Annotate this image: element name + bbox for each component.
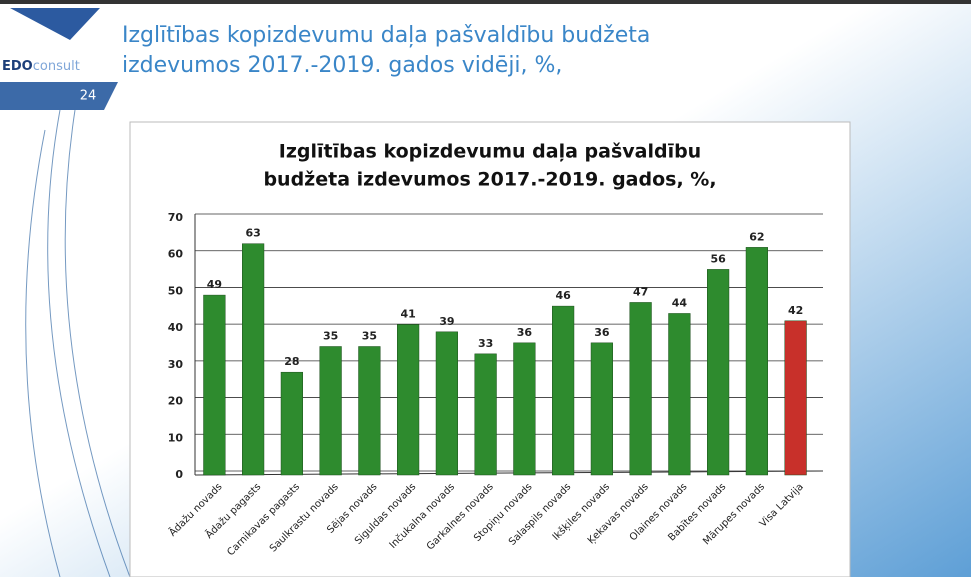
value-label: 39	[439, 315, 454, 328]
value-label: 49	[207, 278, 222, 291]
bar	[513, 342, 536, 476]
bar	[552, 305, 575, 476]
logo-bold: EDO	[2, 59, 33, 74]
bar	[435, 331, 458, 476]
value-label: 46	[555, 289, 571, 302]
value-label: 56	[710, 252, 726, 265]
y-tick-label: 30	[168, 358, 184, 371]
bar	[784, 320, 807, 476]
value-label: 42	[788, 304, 803, 317]
logo: EDOconsult	[2, 59, 80, 74]
bar	[319, 346, 342, 476]
page-number: 24	[80, 89, 97, 104]
bar	[203, 294, 226, 476]
value-label: 28	[284, 355, 299, 368]
logo-light: consult	[33, 59, 80, 74]
value-label: 62	[749, 230, 764, 243]
bar	[280, 371, 303, 476]
bar	[397, 324, 420, 476]
chart-title: Izglītības kopizdevumu daļa pašvaldību	[279, 141, 701, 163]
value-label: 63	[245, 227, 260, 240]
page-tab	[0, 82, 118, 110]
value-label: 47	[633, 285, 648, 298]
bar	[629, 302, 652, 476]
value-label: 35	[323, 330, 338, 343]
value-label: 44	[672, 296, 688, 309]
slide-title: izdevumos 2017.-2019. gados vidēji, %,	[122, 53, 562, 78]
y-tick-label: 0	[175, 468, 183, 481]
y-tick-label: 10	[168, 431, 184, 444]
value-label: 35	[362, 330, 377, 343]
y-tick-label: 40	[168, 321, 184, 334]
bar	[358, 346, 381, 476]
logo-mark	[10, 8, 100, 40]
y-tick-label: 60	[168, 248, 184, 261]
bar	[590, 342, 613, 476]
value-label: 36	[594, 326, 610, 339]
bar	[242, 243, 265, 476]
value-label: 36	[517, 326, 533, 339]
slide-title: Izglītības kopizdevumu daļa pašvaldību b…	[122, 23, 650, 48]
y-tick-label: 70	[168, 211, 184, 224]
bar	[474, 353, 497, 476]
bar	[745, 247, 768, 476]
decor-lines	[25, 109, 131, 578]
y-tick-label: 20	[168, 395, 184, 408]
chart-title: budžeta izdevumos 2017.-2019. gados, %,	[263, 169, 716, 191]
value-label: 41	[400, 307, 415, 320]
top-border	[0, 0, 971, 4]
bar	[668, 313, 691, 476]
value-label: 33	[478, 337, 493, 350]
bar	[707, 269, 730, 476]
y-tick-label: 50	[168, 284, 184, 297]
